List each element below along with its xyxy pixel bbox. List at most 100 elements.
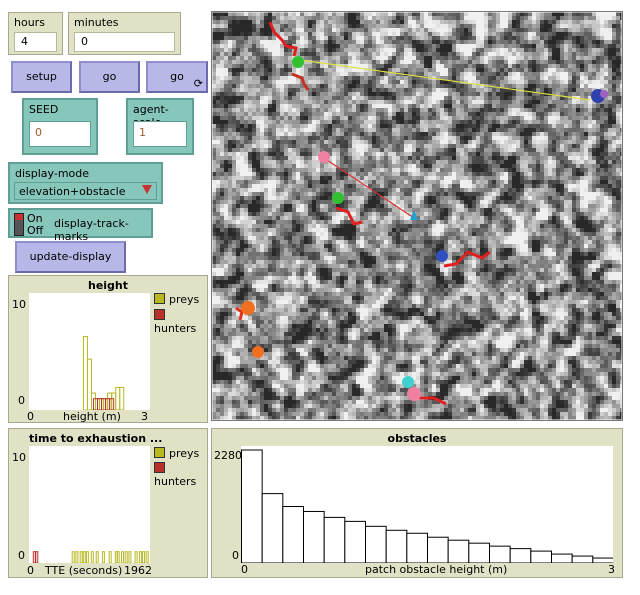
tte-histogram [32, 551, 149, 563]
height-plot-title: height [87, 279, 129, 292]
obstacles-plot-ymin: 0 [232, 549, 239, 562]
hours-monitor: hours 4 [8, 12, 63, 55]
display-mode-chooser[interactable]: display-mode elevation+obstacle [8, 162, 163, 204]
preys-bar [86, 358, 92, 410]
obstacles-plot-xlabel: patch obstacle height (m) [365, 563, 508, 576]
preys-bar [124, 551, 128, 563]
tte-plot-ymax: 10 [12, 451, 26, 464]
tte-plot-xlabel: TTE (seconds) [45, 564, 123, 577]
go-forever-button[interactable]: go ⟳ [146, 61, 208, 93]
obstacle-bar [365, 525, 387, 563]
obstacle-bar [551, 553, 573, 563]
height-legend-hunters: hunters [154, 309, 207, 335]
track-mark [291, 72, 310, 91]
preys-bar [108, 551, 112, 563]
preys-bar [82, 551, 86, 563]
hunter-agent[interactable] [318, 151, 330, 163]
prey-agent[interactable] [600, 90, 608, 98]
tte-legend-hunters: hunters [154, 462, 207, 488]
tte-plot-title: time to exhaustion ... [29, 432, 163, 445]
update-display-button[interactable]: update-display [15, 241, 126, 273]
display-track-marks-switch[interactable]: On Off display-track-marks [8, 208, 153, 243]
obstacle-bar [406, 532, 428, 563]
height-plot-ymax: 10 [12, 298, 26, 311]
preys-bar [128, 551, 132, 563]
track-mark [268, 21, 298, 57]
prey-agent[interactable] [410, 210, 418, 220]
height-plot-xmax: 3 [141, 410, 148, 423]
display-mode-label: display-mode [15, 167, 90, 180]
preys-bar [138, 551, 142, 563]
obstacle-bar [571, 555, 594, 563]
switch-label: display-track-marks [54, 217, 129, 243]
obstacle-bar [282, 506, 304, 563]
hunter-agent[interactable] [252, 346, 264, 358]
setup-button[interactable]: setup [11, 61, 72, 93]
seed-value[interactable]: 0 [29, 121, 91, 147]
display-mode-value: elevation+obstacle [19, 185, 126, 198]
forever-loop-icon: ⟳ [193, 77, 203, 90]
obstacles-plot-title: obstacles [387, 432, 447, 445]
dropdown-triangle-icon [142, 185, 152, 194]
seed-slider[interactable]: SEED 0 [22, 98, 98, 155]
tte-legend-preys: preys [154, 447, 199, 460]
preys-bar [141, 551, 145, 563]
obstacles-plot-ymax: 2280 [214, 449, 242, 462]
height-plot-ymin: 0 [18, 394, 25, 407]
agent-scale-value[interactable]: 1 [133, 121, 187, 147]
switch-toggle-icon[interactable] [14, 213, 24, 236]
seed-label: SEED [29, 103, 59, 116]
hunter-agent[interactable] [407, 387, 421, 401]
display-mode-select[interactable]: elevation+obstacle [14, 182, 157, 200]
obstacles-plot-xmax: 3 [608, 563, 615, 576]
track-mark [443, 250, 491, 268]
minutes-label: minutes [74, 16, 119, 29]
preys-bar [90, 551, 94, 563]
minutes-value: 0 [74, 32, 175, 52]
switch-on-label: On [27, 212, 43, 225]
height-legend-preys: preys [154, 293, 199, 306]
obstacle-bar [427, 536, 449, 563]
preys-legend-label: preys [169, 447, 200, 460]
preys-bar [134, 551, 138, 563]
prey-agent[interactable] [402, 376, 414, 388]
height-plot-area [29, 293, 150, 410]
obstacle-bar [447, 539, 470, 563]
obstacle-bar [468, 542, 490, 563]
tte-plot-ymin: 0 [18, 549, 25, 562]
hunters-swatch [154, 462, 165, 473]
hunter-agent[interactable] [241, 301, 255, 315]
obstacle-bar [323, 516, 346, 563]
prey-agent[interactable] [332, 192, 344, 204]
height-plot: height 10 0 0 height (m) 3 preys hunters [8, 275, 208, 423]
hours-value: 4 [14, 32, 57, 52]
world-view[interactable] [211, 11, 623, 421]
preys-legend-label: preys [169, 293, 200, 306]
preys-bar [115, 386, 121, 410]
go-button[interactable]: go [79, 61, 140, 93]
agent-scale-slider[interactable]: agent-scale 1 [126, 98, 194, 155]
hunter-agent[interactable] [436, 250, 448, 262]
preys-bar [82, 336, 88, 410]
tte-plot: time to exhaustion ... 10 0 0 TTE (secon… [8, 428, 208, 578]
obstacles-plot-area [241, 446, 613, 563]
preys-bar [145, 551, 149, 563]
hunters-swatch [154, 309, 165, 320]
preys-bar [95, 551, 99, 563]
obstacle-bar [489, 545, 511, 563]
obstacle-bar [241, 449, 263, 563]
preys-bar [121, 551, 125, 563]
tte-plot-xmin: 0 [27, 564, 34, 577]
obstacle-bar [592, 557, 613, 563]
height-histogram [82, 336, 125, 410]
obstacles-plot: obstacles 2280 0 0 patch obstacle height… [211, 428, 623, 578]
obstacle-bar [385, 529, 408, 563]
track-mark [235, 306, 244, 321]
prey-agent[interactable] [292, 56, 304, 68]
world-terrain[interactable] [212, 12, 622, 420]
preys-swatch [154, 293, 165, 304]
tte-plot-xmax: 1962 [124, 564, 152, 577]
obstacle-bar [530, 550, 553, 563]
height-plot-xlabel: height (m) [63, 410, 121, 423]
hunters-bar [32, 551, 36, 563]
